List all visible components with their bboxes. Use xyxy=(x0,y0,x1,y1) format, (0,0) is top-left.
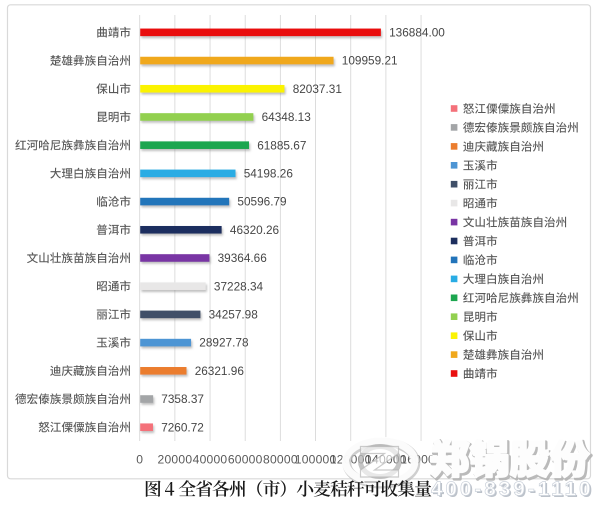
svg-text:100000: 100000 xyxy=(295,452,337,466)
svg-text:26321.96: 26321.96 xyxy=(195,364,245,378)
svg-text:64348.13: 64348.13 xyxy=(262,110,312,124)
svg-text:37228.34: 37228.34 xyxy=(214,279,264,293)
svg-text:109959.21: 109959.21 xyxy=(342,54,398,68)
svg-text:80000: 80000 xyxy=(263,452,298,466)
svg-text:20000: 20000 xyxy=(158,452,193,466)
svg-text:54198.26: 54198.26 xyxy=(244,167,294,181)
svg-text:60000: 60000 xyxy=(228,452,263,466)
svg-text:61885.67: 61885.67 xyxy=(257,138,306,152)
svg-text:40000: 40000 xyxy=(193,452,228,466)
svg-text:82037.31: 82037.31 xyxy=(293,82,342,96)
svg-text:400-839-1110: 400-839-1110 xyxy=(431,477,594,500)
svg-text:7260.72: 7260.72 xyxy=(161,420,204,434)
svg-text:28927.78: 28927.78 xyxy=(199,336,249,350)
svg-text:0: 0 xyxy=(136,452,143,466)
svg-text:136884.00: 136884.00 xyxy=(389,26,445,40)
svg-text:39364.66: 39364.66 xyxy=(218,251,268,265)
svg-text:50596.79: 50596.79 xyxy=(237,195,286,209)
svg-text:46320.26: 46320.26 xyxy=(230,223,280,237)
svg-text:400-839-1110: 400-839-1110 xyxy=(433,479,596,502)
svg-text:7358.37: 7358.37 xyxy=(161,392,204,406)
svg-text:34257.98: 34257.98 xyxy=(209,308,259,322)
